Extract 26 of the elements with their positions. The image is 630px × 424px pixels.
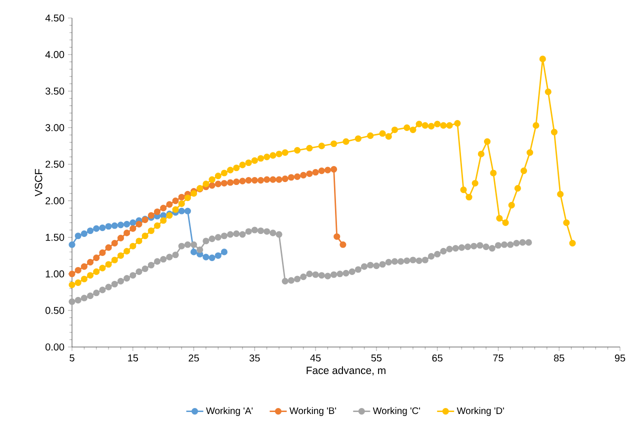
x-tick-label: 5 <box>70 354 74 362</box>
x-tick-label: 65 <box>432 354 442 362</box>
legend-label: Working 'A' <box>206 407 253 416</box>
y-tick-label: 0.00 <box>46 343 64 351</box>
y-tick-label: 0.50 <box>46 306 64 314</box>
y-tick-label: 2.50 <box>46 160 64 168</box>
y-tick-label: 3.50 <box>45 88 64 95</box>
x-tick-label: 85 <box>554 354 564 362</box>
y-tick-label: 1.50 <box>46 234 64 241</box>
x-tick-label: 95 <box>614 354 626 362</box>
legend-label: Working 'C' <box>372 407 420 416</box>
x-axis-title: Face advance, m <box>306 366 386 376</box>
x-tick-label: 15 <box>128 354 138 362</box>
y-tick-label: 2.00 <box>46 197 64 204</box>
x-tick-label: 45 <box>310 354 321 362</box>
legend-label: Working 'D' <box>456 407 504 416</box>
y-tick-label: 3.00 <box>45 124 64 132</box>
x-tick-label: 25 <box>188 354 199 362</box>
x-tick-label: 35 <box>250 354 260 362</box>
y-tick-label: 4.00 <box>45 51 64 58</box>
y-tick-label: 1.00 <box>46 270 64 278</box>
x-tick-label: 75 <box>493 354 504 362</box>
y-tick-label: 4.50 <box>45 14 64 22</box>
legend-label: Working 'B' <box>289 407 336 416</box>
x-tick-label: 55 <box>371 354 382 362</box>
y-axis-title: VSCF <box>34 168 42 196</box>
